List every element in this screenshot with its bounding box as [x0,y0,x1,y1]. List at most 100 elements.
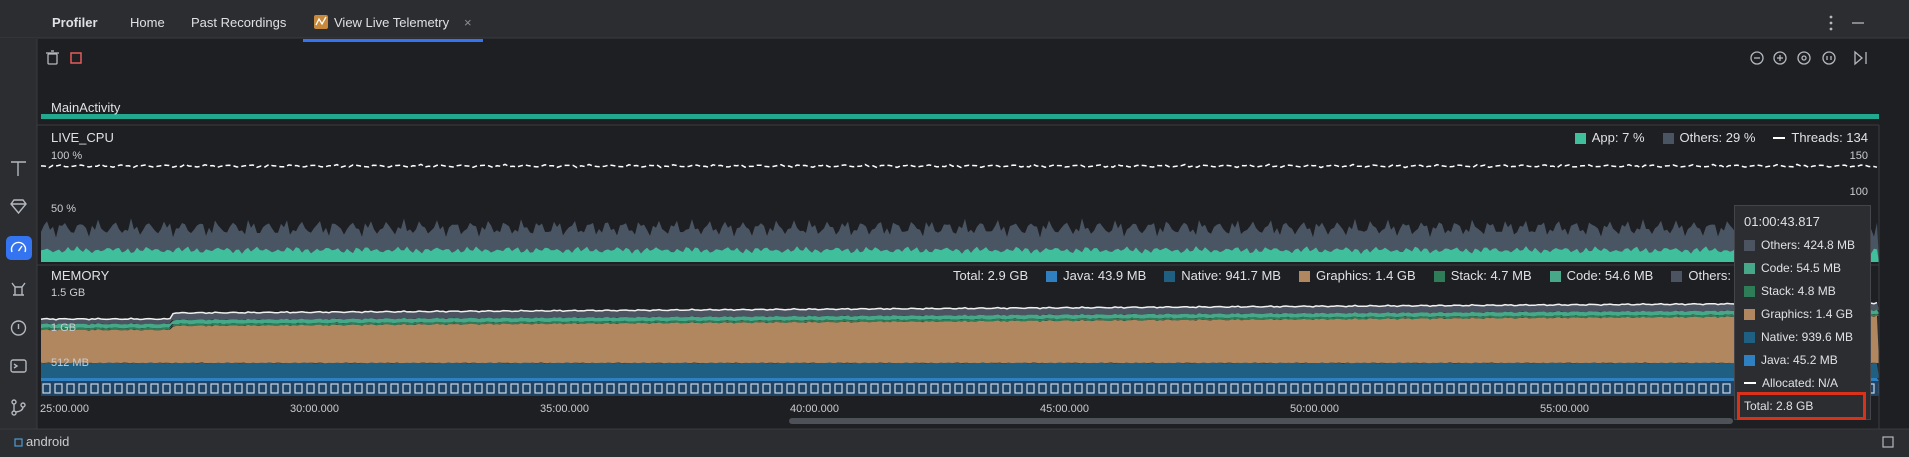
tab-active[interactable]: View Live Telemetry [334,15,450,30]
threads-axis-label: 100 [1849,186,1868,198]
sidebar [0,39,37,429]
status-bar [0,429,1909,457]
reset-zoom-icon[interactable] [1797,51,1811,65]
legend-swatch [1046,270,1058,282]
project-icon [14,438,23,447]
go-live-icon[interactable] [1854,50,1867,66]
legend-swatch [1549,270,1561,282]
threads-axis-label: 150 [1849,150,1868,162]
tooltip-row: Native: 939.6 MB [1744,330,1853,344]
legend-item: Native: 941.7 MB [1164,268,1281,284]
legend-swatch [1298,270,1310,282]
stop-icon[interactable] [70,52,82,64]
tooltip: 01:00:43.817 Others: 424.8 MB Code: 54.5 … [1734,205,1871,420]
legend-label: App: 7 % [1591,130,1645,145]
memory-stack-area [41,313,1879,331]
memory-others-area [41,302,1879,325]
cpu-axis-label: 50 % [51,203,77,215]
tooltip-label: Native: 939.6 MB [1761,330,1854,344]
legend-label: Native: 941.7 MB [1181,268,1281,283]
memory-total-line [40,301,1878,321]
scrollbar[interactable] [789,418,1733,424]
memory-chart [40,301,1879,396]
legend-swatch [1744,285,1755,297]
tooltip-label: Graphics: 1.4 GB [1761,307,1854,321]
memory-java-area [41,378,1879,381]
legend-label: Graphics: 1.4 GB [1315,268,1416,283]
legend-swatch [1773,137,1786,139]
legend-label: Threads: 134 [1791,130,1868,145]
zoom-in-icon[interactable] [1773,51,1787,65]
problems-icon[interactable] [10,320,27,336]
cpu-app-area [41,246,1879,262]
legend-label: Code: 54.6 MB [1566,268,1654,283]
time-tick-label: 25:00.000 [40,403,89,415]
tab[interactable]: Past Recordings [191,15,287,30]
tooltip-row: Java: 45.2 MB [1744,353,1838,367]
profiler-icon-active[interactable] [6,236,32,260]
time-tick-label: 50:00.000 [1290,403,1339,415]
memory-axis-label: 512 MB [51,357,89,369]
tooltip-row: Code: 54.5 MB [1744,261,1841,275]
inspector-icon[interactable] [11,282,26,296]
threads-line [40,163,1878,169]
tab[interactable]: Home [130,15,165,30]
tooltip-allocated: Allocated: N/A [1762,376,1839,390]
time-tick-label: 35:00.000 [540,403,589,415]
legend-swatch [1433,270,1445,282]
tooltip-label: Code: 54.5 MB [1761,261,1842,275]
allocation-track [41,381,1879,396]
tooltip-time: 01:00:43.817 [1744,214,1820,229]
legend-item: Java: 43.9 MB [1046,268,1146,284]
legend-label: Stack: 4.7 MB [1450,268,1532,283]
tooltip-row: Stack: 4.8 MB [1744,284,1836,298]
legend-item: Graphics: 1.4 GB [1298,268,1416,284]
legend-item: Stack: 4.7 MB [1433,268,1532,284]
zoom-out-icon[interactable] [1750,51,1764,65]
app-title: Profiler [52,15,98,30]
legend-item: Code: 54.6 MB [1549,268,1654,284]
legend-item: App: 7 % [1574,130,1645,146]
memory-axis-label: 1 GB [51,322,77,334]
cpu-axis-label: 100 % [51,150,83,162]
legend-item: Others: 29 % [1662,130,1756,146]
tooltip-label: Java: 45.2 MB [1761,353,1838,367]
notifications-icon[interactable] [1882,436,1894,448]
time-tick-label: 30:00.000 [290,403,339,415]
tooltip-row: Allocated: N/A [1744,376,1838,390]
project-name: android [26,434,70,449]
memory-title: MEMORY [51,268,110,283]
tooltip-label: Stack: 4.8 MB [1761,284,1836,298]
time-tick-label: 40:00.000 [790,403,839,415]
legend-swatch [1662,132,1674,144]
legend-swatch [1744,354,1755,366]
cpu-title: LIVE_CPU [51,130,114,145]
delete-icon[interactable] [46,50,59,65]
legend-swatch [1744,239,1755,251]
zoom-selection-icon[interactable] [1822,51,1836,65]
gem-icon[interactable] [10,199,27,215]
memory-graphics-area [41,315,1879,364]
time-tick-label: 45:00.000 [1040,403,1089,415]
git-icon[interactable] [11,399,26,416]
more-icon[interactable] [1829,15,1833,31]
activity-label: MainActivity [51,100,121,115]
legend-swatch [1574,132,1586,144]
memory-native-area [41,362,1879,378]
tooltip-row: Others: 424.8 MB [1744,238,1855,252]
legend-swatch [1164,270,1176,282]
legend-swatch [1671,270,1683,282]
cpu-legend: App: 7 % Others: 29 % Threads: 134 [1574,130,1868,146]
time-tick-label: 55:00.000 [1540,403,1589,415]
tab-close[interactable]: × [464,15,472,30]
cpu-chart [40,163,1879,262]
active-tab-underline [303,39,483,42]
memory-legend: Total: 2.9 GB Java: 43.9 MB Native: 941.7… [953,268,1790,284]
memory-total: Total: 2.9 GB [953,268,1029,283]
terminal-icon[interactable] [10,359,27,373]
build-icon[interactable] [11,161,26,176]
legend-label: Others: 29 % [1679,130,1756,145]
memory-code-area [41,309,1879,329]
